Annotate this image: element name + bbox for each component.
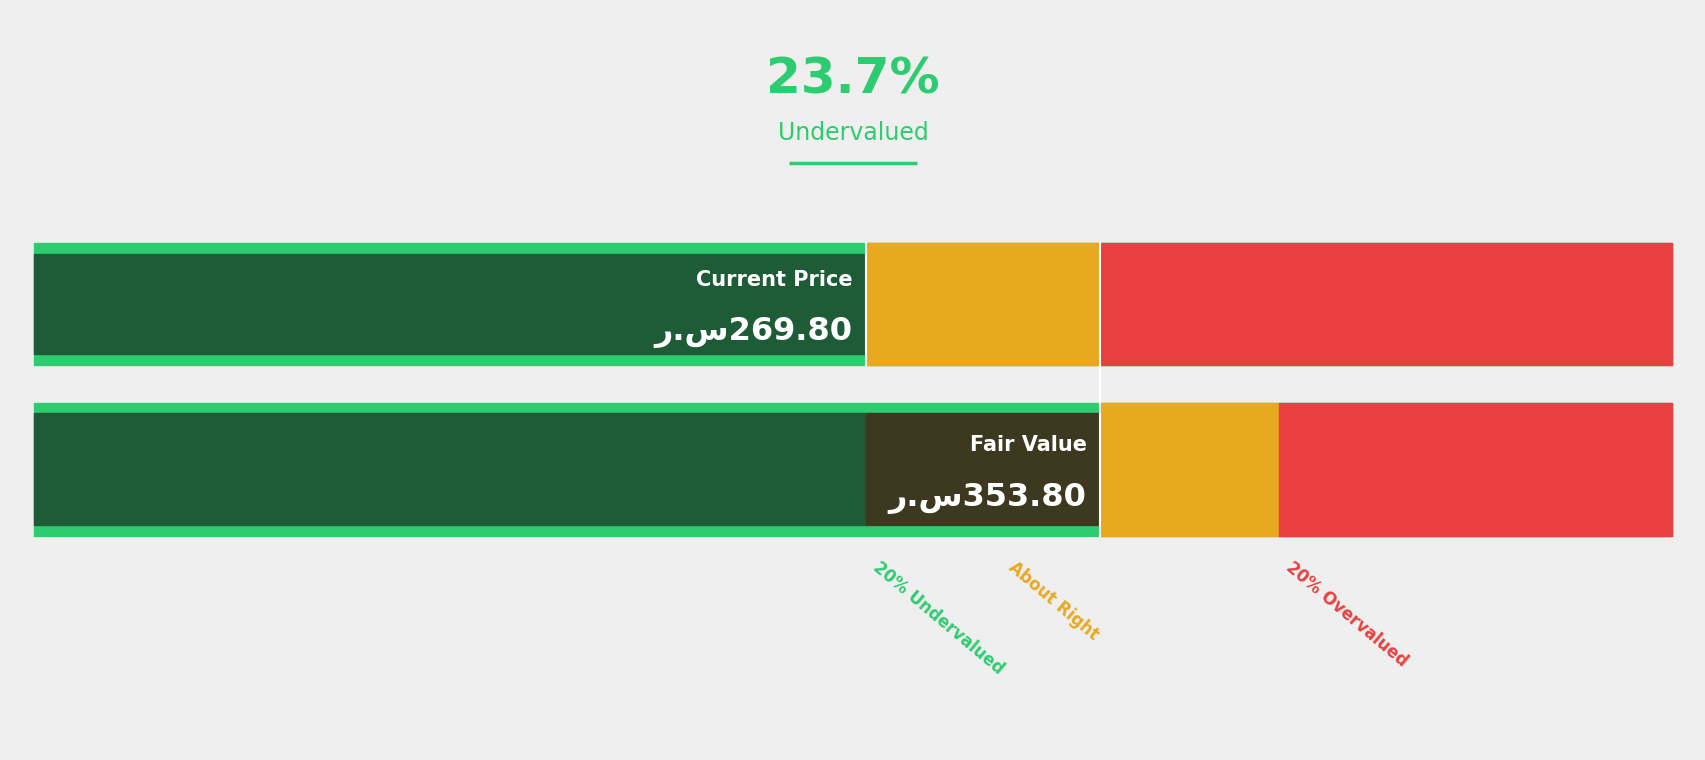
Bar bbox=[34, 254, 866, 354]
Bar bbox=[34, 243, 1671, 365]
Bar bbox=[1100, 403, 1279, 536]
Bar bbox=[34, 403, 1671, 536]
Text: 23.7%: 23.7% bbox=[766, 55, 939, 104]
Bar bbox=[1100, 243, 1671, 365]
Text: Fair Value: Fair Value bbox=[968, 435, 1086, 455]
Bar bbox=[1279, 403, 1671, 536]
Bar bbox=[34, 413, 866, 525]
Text: 20% Overvalued: 20% Overvalued bbox=[1282, 559, 1410, 670]
Bar bbox=[866, 243, 1100, 365]
Text: ر.س353.80: ر.س353.80 bbox=[888, 483, 1086, 514]
Text: ر.س269.80: ر.س269.80 bbox=[655, 318, 852, 348]
Bar bbox=[866, 413, 1100, 525]
Text: Undervalued: Undervalued bbox=[777, 121, 928, 145]
Text: 20% Undervalued: 20% Undervalued bbox=[870, 559, 1006, 679]
Text: Current Price: Current Price bbox=[696, 270, 852, 290]
Text: About Right: About Right bbox=[1004, 559, 1101, 644]
